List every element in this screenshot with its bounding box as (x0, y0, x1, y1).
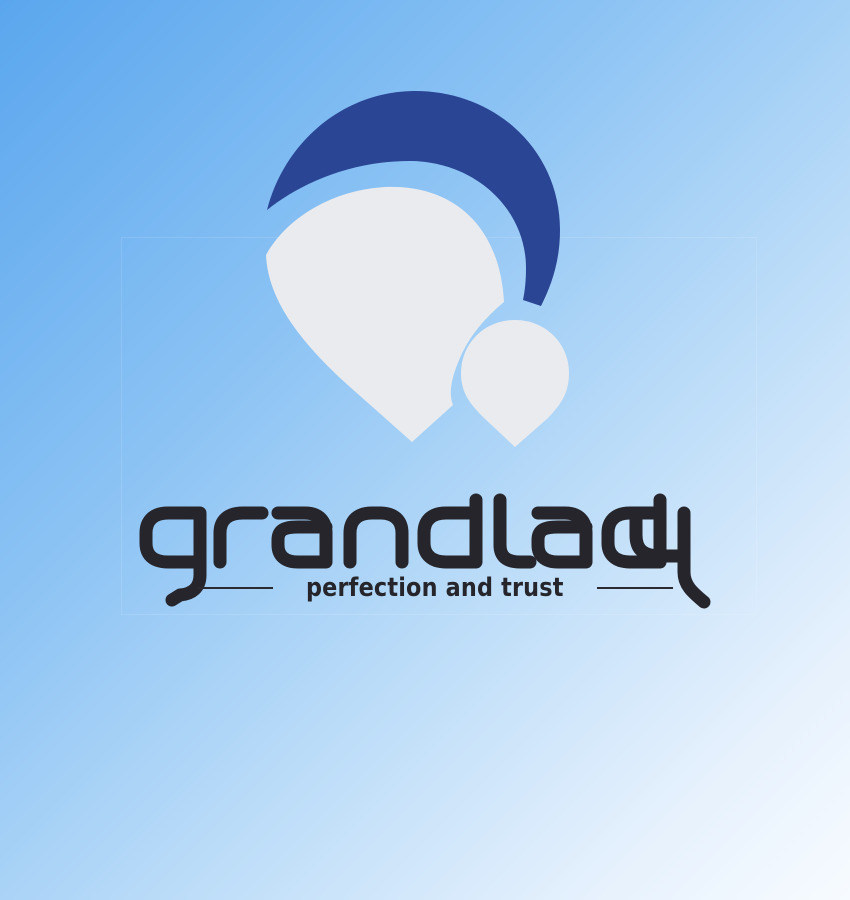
large-drop-icon (266, 186, 504, 442)
tagline-row: perfection and trust (197, 566, 673, 610)
small-drop-icon (461, 320, 569, 447)
wordmark-letter-r (213, 506, 269, 569)
crescent-moon-icon (267, 90, 560, 307)
wordmark-letter-d2 (601, 493, 667, 569)
wordmark-letter-d (417, 493, 483, 569)
tagline: perfection and trust (306, 573, 564, 603)
wordmark-letter-l (493, 493, 537, 569)
wordmark-letter-n (343, 506, 409, 569)
wordmark-letter-g (139, 506, 207, 607)
wordmark-letter-a (271, 506, 333, 569)
wordmark-letter-y (629, 506, 711, 609)
wordmark-letter-a2 (531, 506, 593, 569)
tagline-divider-left (197, 587, 274, 589)
tagline-divider-right (596, 587, 673, 589)
